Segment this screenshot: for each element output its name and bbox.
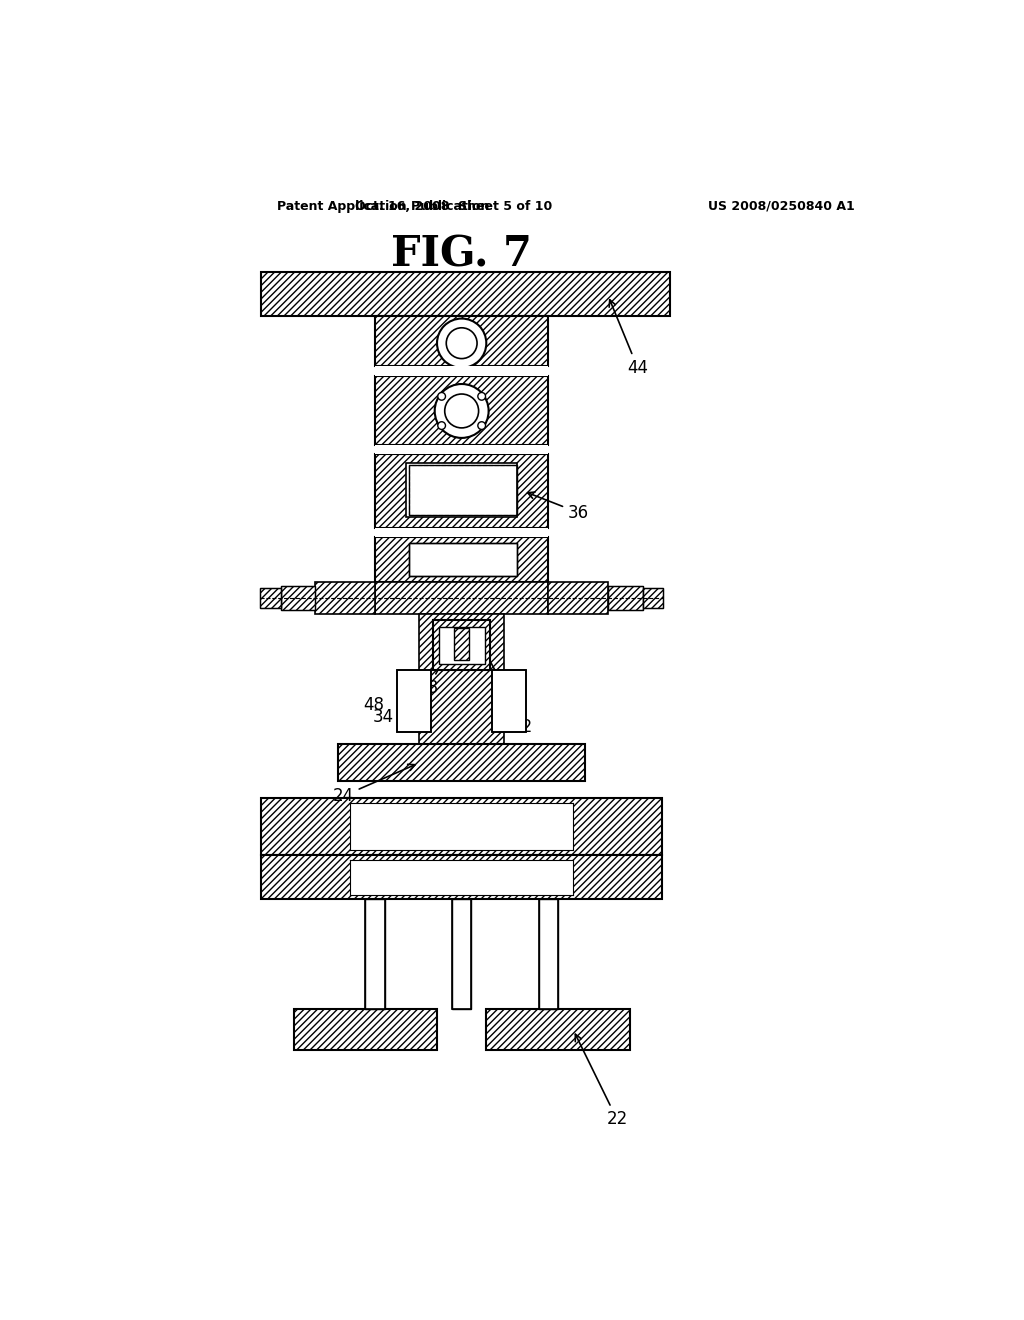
Bar: [410, 544, 517, 576]
Bar: [493, 671, 526, 733]
Bar: [407, 462, 517, 517]
Bar: [281, 586, 315, 610]
Bar: [438, 627, 484, 664]
Bar: [339, 743, 585, 780]
Text: US 2008/0250840 A1: US 2008/0250840 A1: [708, 199, 855, 213]
Bar: [410, 465, 517, 515]
Bar: [438, 627, 484, 664]
Text: Oct. 16, 2008  Sheet 5 of 10: Oct. 16, 2008 Sheet 5 of 10: [355, 199, 553, 213]
Bar: [350, 859, 573, 895]
Bar: [376, 582, 548, 614]
Bar: [410, 465, 517, 515]
Text: 36: 36: [527, 492, 589, 521]
Text: 24: 24: [333, 764, 415, 805]
Text: FIG. 7: FIG. 7: [391, 234, 532, 276]
Bar: [376, 528, 548, 537]
Circle shape: [478, 422, 485, 429]
Circle shape: [435, 384, 488, 438]
Text: 30: 30: [481, 644, 515, 697]
Bar: [376, 317, 548, 367]
Text: 28: 28: [418, 631, 460, 697]
Bar: [294, 1010, 437, 1051]
Bar: [433, 620, 490, 671]
Circle shape: [437, 318, 486, 368]
Bar: [261, 272, 670, 317]
Bar: [366, 899, 385, 1010]
Bar: [419, 614, 504, 743]
Bar: [376, 445, 548, 454]
Bar: [261, 797, 662, 855]
Bar: [608, 586, 643, 610]
Bar: [548, 582, 608, 614]
Bar: [410, 544, 517, 576]
Bar: [350, 803, 573, 850]
Bar: [539, 899, 558, 1010]
Text: Patent Application Publication: Patent Application Publication: [276, 199, 489, 213]
Bar: [453, 899, 471, 1010]
Bar: [453, 899, 471, 1010]
Bar: [454, 628, 469, 660]
Bar: [376, 367, 548, 376]
Bar: [260, 589, 281, 609]
Circle shape: [438, 392, 445, 400]
Text: 48: 48: [364, 696, 385, 714]
Text: 34: 34: [373, 709, 394, 726]
Bar: [486, 1010, 630, 1051]
Circle shape: [478, 392, 485, 400]
Bar: [608, 586, 643, 610]
Bar: [315, 582, 376, 614]
Bar: [281, 586, 315, 610]
Bar: [376, 454, 548, 528]
Bar: [643, 589, 664, 609]
Text: 32: 32: [510, 705, 532, 735]
Bar: [376, 537, 548, 582]
Bar: [366, 899, 385, 1010]
Bar: [376, 376, 548, 445]
Bar: [261, 855, 662, 899]
Bar: [643, 589, 664, 609]
Bar: [397, 671, 431, 733]
Bar: [539, 899, 558, 1010]
Text: 44: 44: [609, 300, 648, 376]
Bar: [493, 671, 526, 733]
Text: 22: 22: [575, 1034, 628, 1129]
Bar: [260, 589, 281, 609]
Bar: [397, 671, 431, 733]
Circle shape: [438, 422, 445, 429]
